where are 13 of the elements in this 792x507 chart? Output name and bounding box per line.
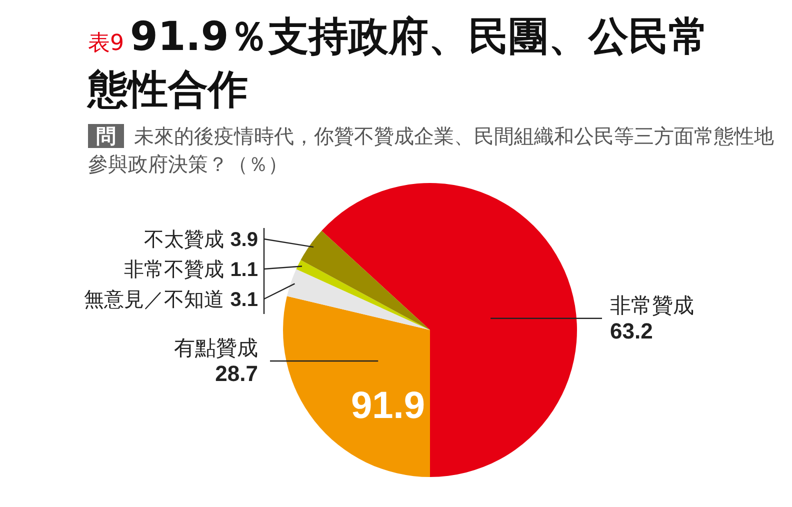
data-label: 1.1 <box>230 259 258 281</box>
slice-label: 不太贊成 <box>144 227 230 251</box>
data-label: 28.7 <box>215 361 258 386</box>
text: 問 <box>88 124 124 148</box>
slice-label: 有點贊成 <box>174 336 258 360</box>
text: 91.9 <box>351 385 425 427</box>
data-label: 3.9 <box>230 229 258 251</box>
data-label: 63.2 <box>610 318 653 344</box>
slice-label: 非常贊成 <box>610 293 694 318</box>
slice-label: 無意見／不知道 <box>84 287 230 311</box>
data-label: 3.1 <box>230 289 258 311</box>
slice-label: 非常不贊成 <box>124 257 230 281</box>
text: 表9 <box>88 31 124 56</box>
